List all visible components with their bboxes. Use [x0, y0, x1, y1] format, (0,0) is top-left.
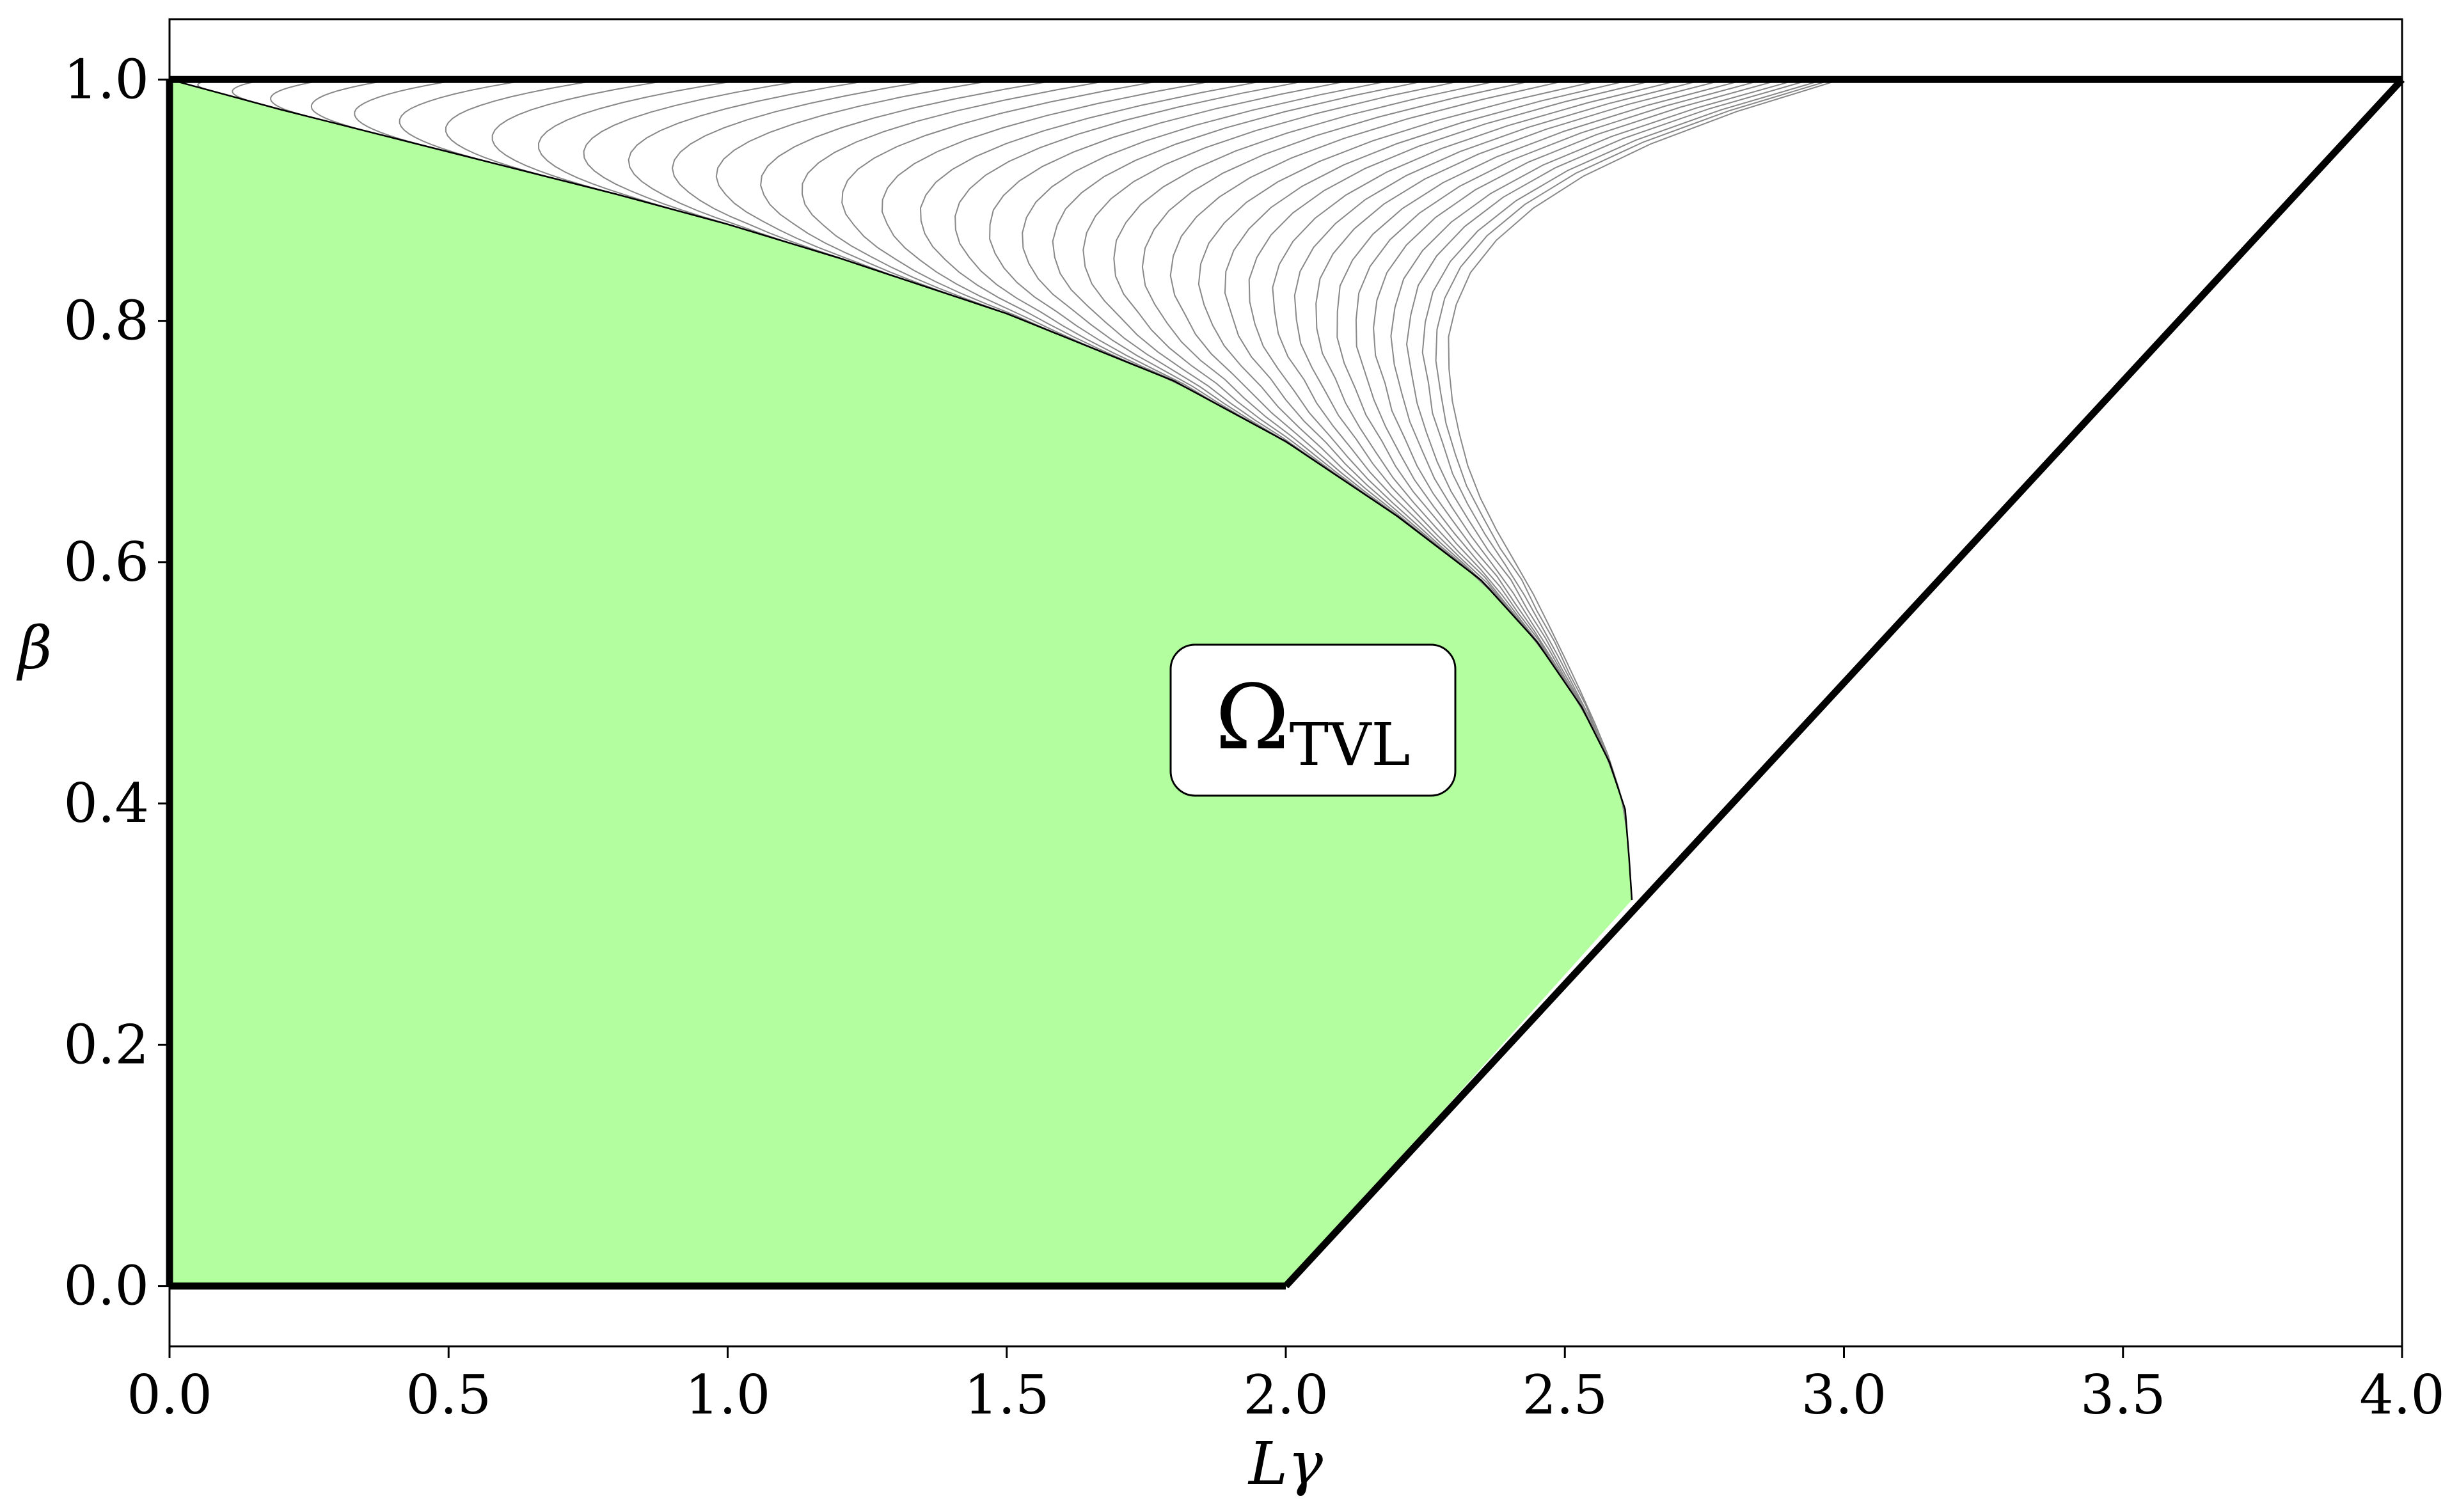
y-axis-label: β [16, 614, 52, 682]
family-curve [1022, 79, 1396, 448]
family-curve [1082, 79, 1468, 489]
x-tick-label: 0.5 [406, 1364, 491, 1426]
x-tick-label: 4.0 [2359, 1364, 2445, 1426]
y-axis-ticks: 0.0 0.2 0.4 0.6 0.8 1.0 [63, 48, 170, 1318]
family-curve [1198, 79, 1604, 572]
family-curve [445, 79, 603, 184]
family-curve [628, 79, 876, 255]
family-curve [1448, 79, 1841, 852]
x-tick-label: 3.0 [1801, 1364, 1887, 1426]
family-curve [1141, 79, 1538, 530]
family-curve [841, 79, 1168, 350]
family-curve [919, 79, 1272, 389]
curve-family [197, 79, 1841, 852]
family-curve [583, 79, 811, 237]
family-curve [1113, 79, 1505, 510]
family-curve [1390, 79, 1798, 764]
family-curve [1248, 79, 1658, 614]
family-curve [715, 79, 999, 292]
family-curve [1272, 79, 1683, 635]
annotation-omega: Ω [1215, 666, 1290, 770]
family-curve [1373, 79, 1782, 743]
family-curve [881, 79, 1222, 369]
omega-tvl-region [170, 79, 1632, 1286]
family-curve [354, 79, 461, 151]
envelope-curve [169, 79, 1633, 901]
family-curve [491, 79, 674, 201]
annotation-box: ΩTVL [1169, 643, 1457, 797]
x-tick-label: 2.0 [1243, 1364, 1329, 1426]
y-tick-label: 1.0 [63, 48, 149, 111]
family-curve [1435, 79, 1833, 830]
family-curve [671, 79, 938, 274]
family-curve [954, 79, 1313, 409]
x-tick-label: 2.5 [1522, 1364, 1608, 1426]
x-tick-label: 3.5 [2080, 1364, 2166, 1426]
x-tick-label: 1.0 [685, 1364, 771, 1426]
x-tick-label: 1.5 [964, 1364, 1050, 1426]
family-curve [760, 79, 1061, 311]
family-curve [1421, 79, 1825, 808]
family-curve [989, 79, 1356, 429]
y-tick-label: 0.4 [63, 772, 149, 835]
family-curve [399, 79, 532, 168]
family-curve [1336, 79, 1746, 699]
family-curve [1293, 79, 1705, 656]
family-curve [1405, 79, 1812, 786]
family-curve [1224, 79, 1633, 593]
family-curve [1315, 79, 1726, 677]
boundary-line-diagonal [1283, 77, 2405, 1289]
family-curve [537, 79, 745, 219]
family-curve [801, 79, 1115, 331]
family-curve [1169, 79, 1571, 551]
y-tick-label: 0.2 [63, 1013, 149, 1076]
x-tick-label: 0.0 [127, 1364, 212, 1426]
family-curve [1355, 79, 1765, 721]
annotation-subscript: TVL [1290, 711, 1411, 779]
x-axis-ticks: 0.0 0.5 1.0 1.5 2.0 2.5 3.0 3.5 4.0 [127, 1346, 2445, 1426]
family-curve [1052, 79, 1432, 469]
y-tick-label: 0.0 [63, 1255, 149, 1318]
y-tick-label: 0.8 [63, 290, 149, 352]
y-tick-label: 0.6 [63, 531, 149, 594]
x-axis-label: Lγ [1247, 1429, 1324, 1498]
svg-text:ΩTVL: ΩTVL [1215, 666, 1411, 779]
